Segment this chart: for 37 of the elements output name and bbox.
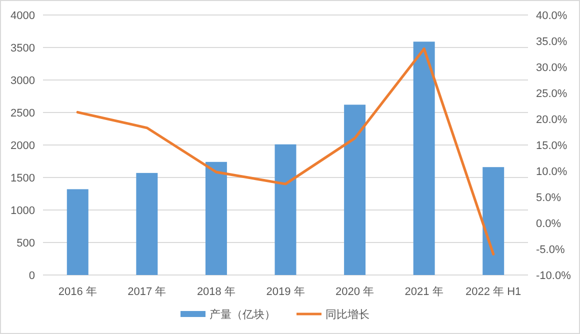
y-tick-label: 2000 [10,140,35,152]
legend-label: 产量（亿块） [210,308,276,321]
y-tick-label: 3500 [10,42,35,54]
y2-tick-label: 15.0% [536,140,568,152]
y2-tick-label: 40.0% [536,10,568,22]
y-tick-label: 1500 [10,172,35,184]
bar [66,189,88,275]
bar [482,167,504,275]
y2-tick-label: 5.0% [536,192,562,204]
bar [344,104,366,275]
y-tick-label: 1000 [10,205,35,217]
y2-tick-label: 10.0% [536,166,568,178]
x-tick-label: 2022 年 H1 [466,286,522,298]
y-tick-label: 500 [16,238,35,250]
x-tick-label: 2017 年 [128,286,166,298]
y2-tick-label: 30.0% [536,62,568,74]
y2-tick-label: 25.0% [536,88,568,100]
bar [274,144,296,275]
y2-tick-label: 35.0% [536,36,568,48]
y-tick-label: 2500 [10,108,35,120]
bar [136,172,158,275]
y2-tick-label: 20.0% [536,114,568,126]
x-tick-label: 2018 年 [196,286,236,298]
bar [205,162,227,275]
x-tick-label: 2019 年 [266,286,305,298]
x-tick-label: 2016 年 [58,286,97,298]
y2-tick-label: 0.0% [536,218,562,230]
x-tick-label: 2021 年 [404,286,444,298]
y-tick-label: 0 [28,270,35,282]
y-tick-label: 3000 [10,75,35,87]
legend-label: 同比增长 [326,308,370,321]
y-tick-label: 4000 [10,10,35,22]
line-series [76,48,495,256]
y2-tick-label: -10.0% [536,270,572,282]
y2-tick-label: -5.0% [536,244,565,256]
bar [413,42,435,275]
x-tick-label: 2020 年 [336,286,374,298]
